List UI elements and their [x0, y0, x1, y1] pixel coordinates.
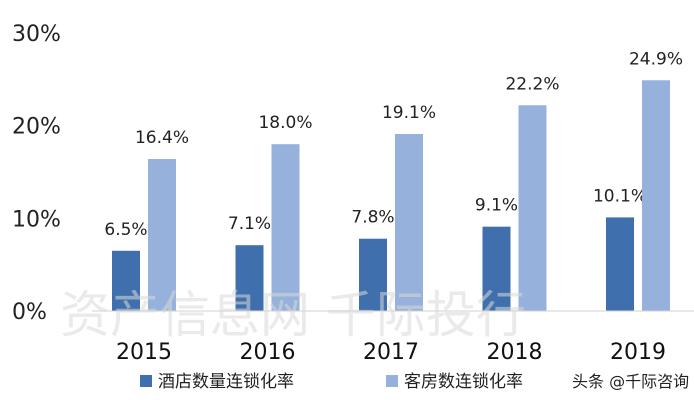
legend-label: 客房数连锁化率: [404, 372, 523, 392]
data-label: 22.2%: [505, 74, 559, 94]
bar-s1-2019: [606, 217, 634, 311]
data-label: 19.1%: [382, 103, 436, 123]
legend-swatch: [386, 375, 398, 387]
y-tick-label: 0%: [12, 300, 47, 325]
x-tick-label: 2017: [363, 340, 419, 365]
data-label: 16.4%: [135, 128, 189, 148]
data-label: 7.8%: [351, 208, 394, 228]
y-tick-label: 30%: [12, 22, 61, 47]
x-tick-label: 2019: [610, 340, 666, 365]
y-axis: 0% 10% 20% 30%: [12, 22, 61, 325]
data-label: 18.0%: [258, 113, 312, 133]
data-label: 6.5%: [104, 220, 147, 240]
data-label: 7.1%: [228, 214, 271, 234]
data-label: 10.1%: [593, 186, 647, 206]
data-label: 9.1%: [475, 196, 518, 216]
legend-swatch: [140, 375, 152, 387]
y-tick-label: 10%: [12, 207, 61, 232]
bar-s1-2015: [112, 250, 140, 311]
x-axis: 2015 2016 2017 2018 2019: [92, 310, 694, 365]
bar-s2-2015: [148, 159, 176, 311]
x-tick-label: 2015: [116, 340, 172, 365]
y-tick-label: 20%: [12, 115, 61, 140]
bar-s1-2016: [235, 245, 264, 311]
x-tick-label: 2016: [240, 340, 296, 365]
x-tick-label: 2018: [487, 340, 543, 365]
legend: 酒店数量连锁化率 客房数连锁化率: [140, 372, 523, 392]
bar-s1-2017: [359, 238, 387, 311]
legend-label: 酒店数量连锁化率: [158, 372, 294, 392]
bar-s2-2019: [642, 80, 670, 311]
bar-s2-2018: [518, 105, 547, 311]
data-label: 24.9%: [629, 49, 683, 69]
bar-s1-2018: [482, 226, 511, 311]
bar-s2-2016: [271, 144, 300, 311]
bars: 6.5% 7.1% 7.8% 9.1% 10.1% 16.4% 18.0% 19.1% 22.2…: [104, 49, 683, 311]
watermark-corner-text: 头条 @千际咨询: [572, 372, 689, 391]
watermark-text: 资产信息网 千际投行: [60, 286, 526, 344]
bar-s2-2017: [395, 134, 423, 311]
